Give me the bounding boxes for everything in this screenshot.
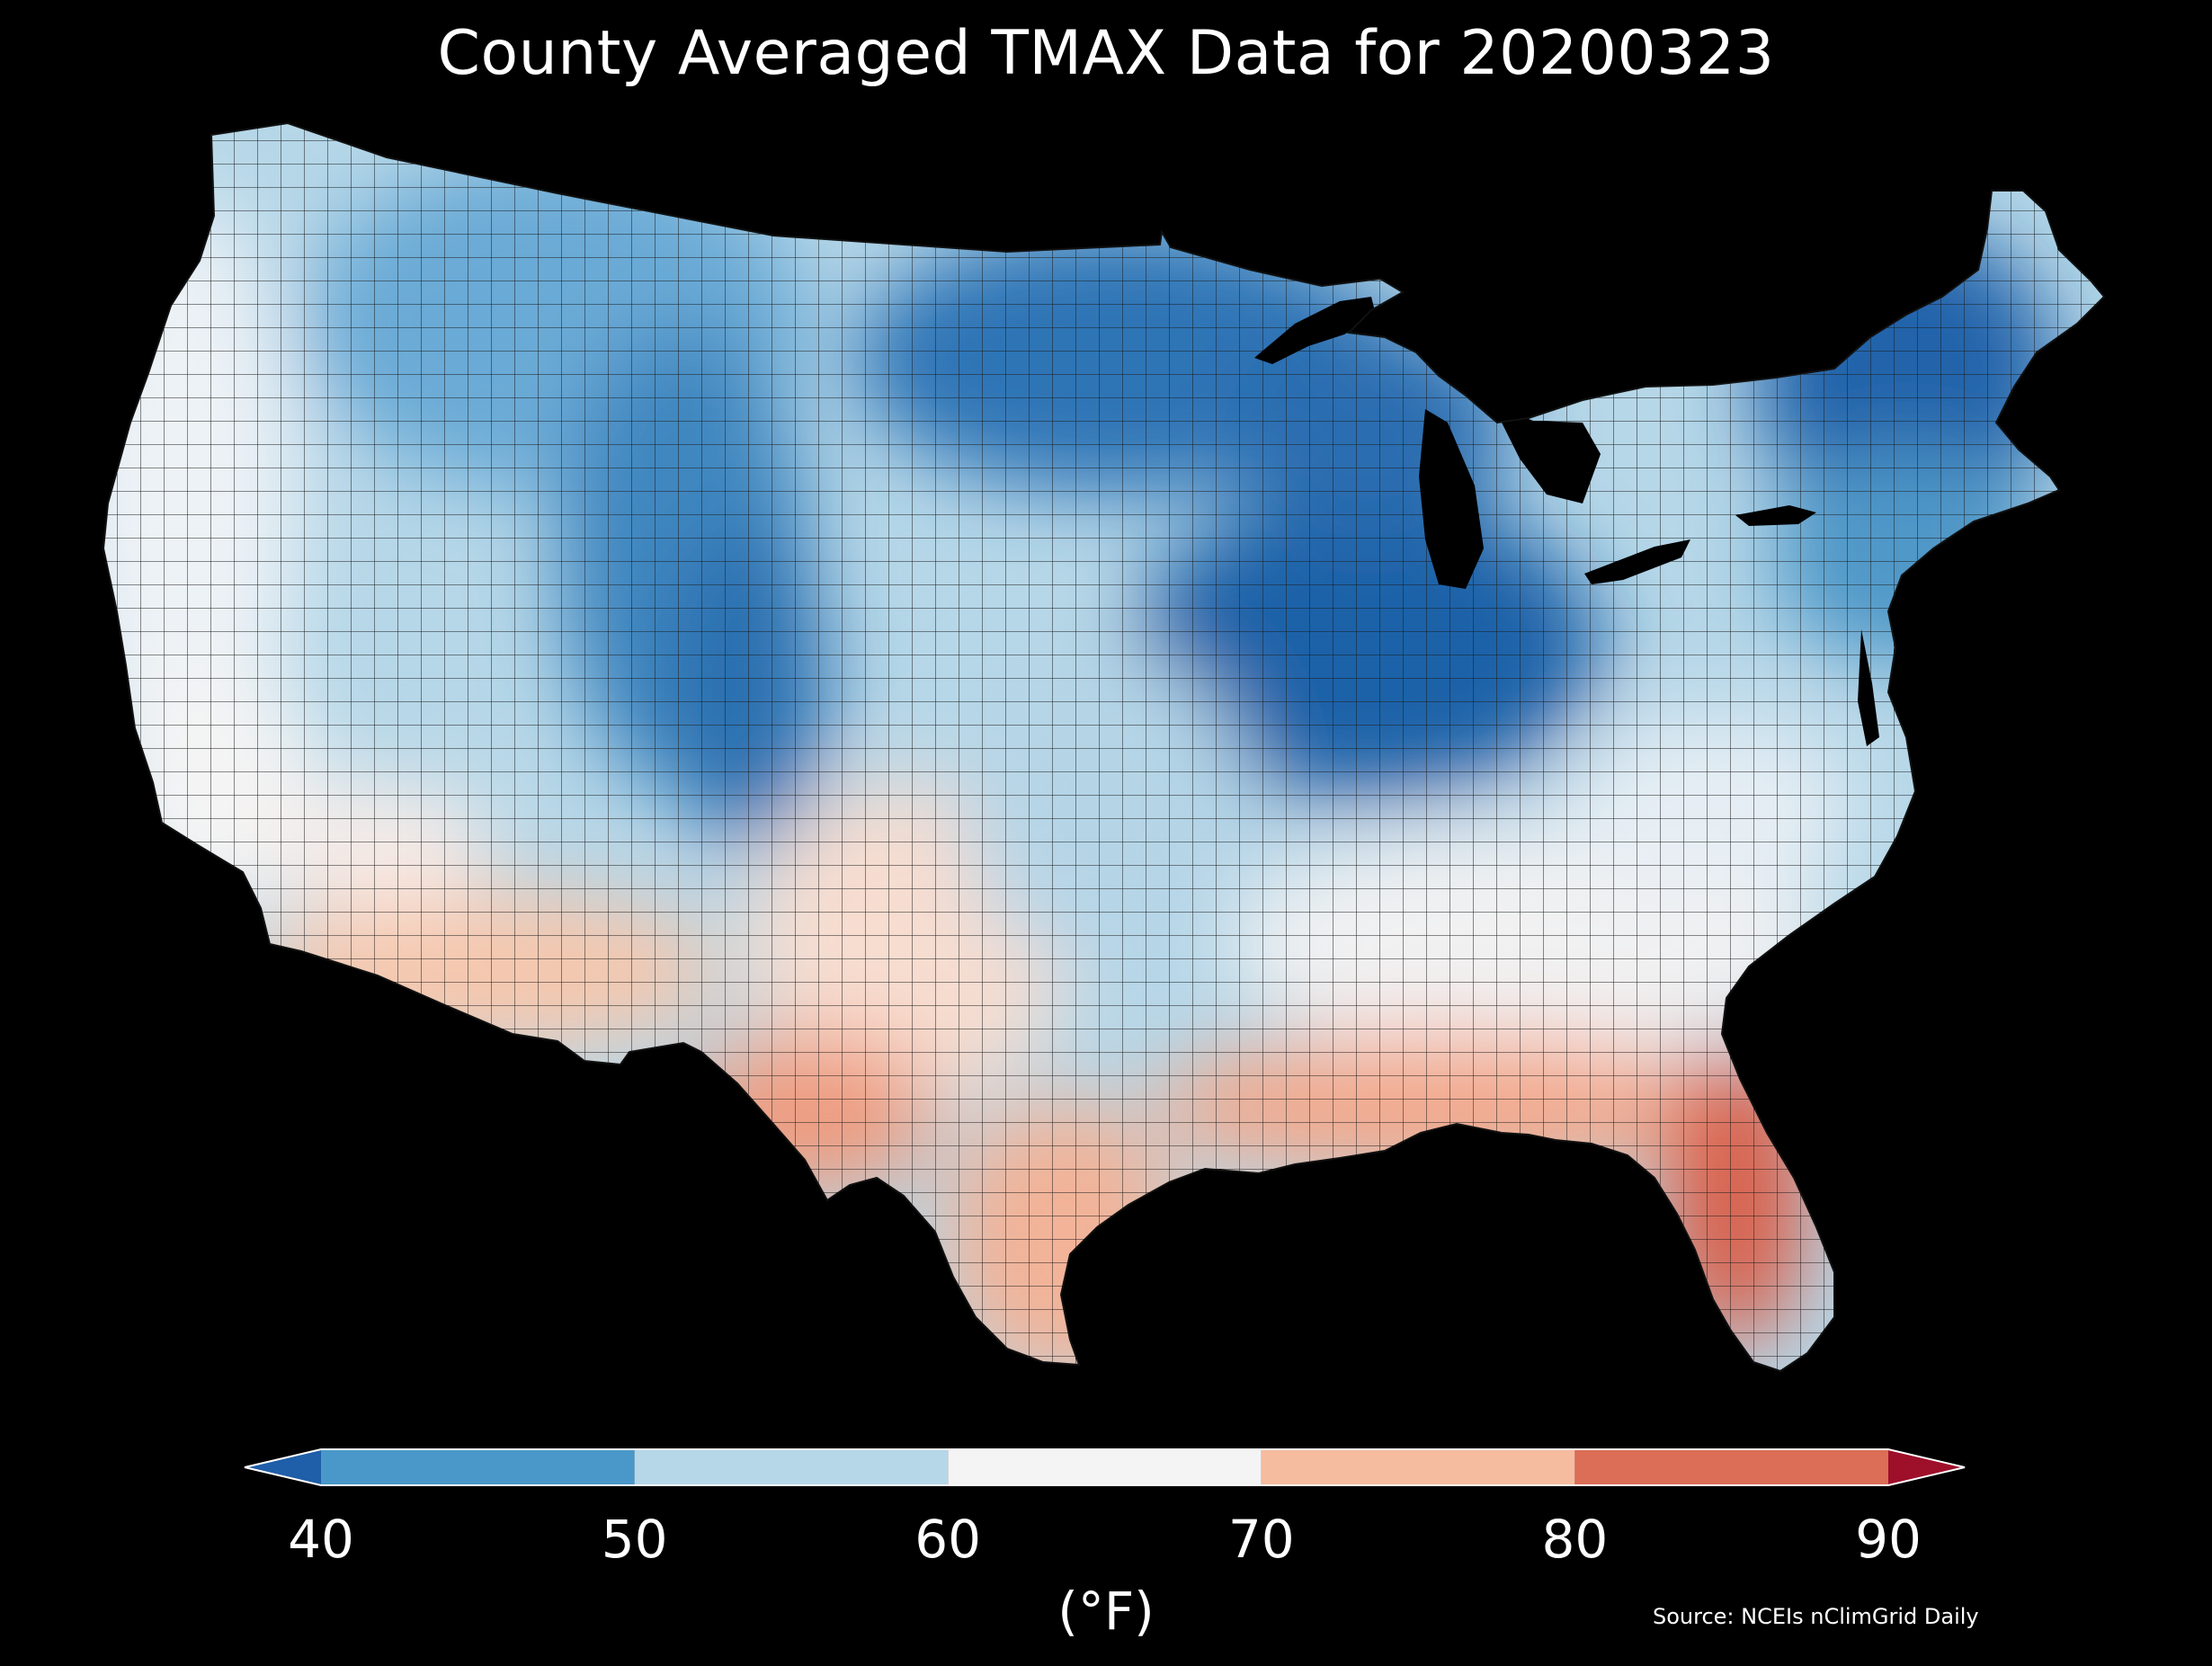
colorbar-bin-60-70: [948, 1449, 1262, 1485]
colorbar-label: (°F): [1057, 1581, 1155, 1642]
colorbar-bin-50-60: [634, 1449, 949, 1485]
colorbar-bin-80-90: [1574, 1449, 1888, 1485]
lake-erie: [1584, 539, 1690, 584]
map-title: County Averaged TMAX Data for 20200323: [437, 18, 1775, 89]
colorbar-bin-40-50: [321, 1449, 635, 1485]
colorbar-extend-high: [1888, 1449, 1965, 1485]
colorbar-tick-label: 60: [914, 1509, 982, 1570]
lake-ontario: [1735, 505, 1816, 526]
colorbar-extend-low: [245, 1449, 321, 1485]
colorbar-tick-label: 80: [1541, 1509, 1609, 1570]
chesapeake-bay: [1858, 629, 1879, 746]
lake-superior: [1254, 297, 1376, 364]
colorbar-tick-label: 50: [601, 1509, 668, 1570]
colorbar-tick-label: 90: [1855, 1509, 1922, 1570]
lake-huron: [1493, 405, 1601, 503]
source-credit: Source: NCEIs nClimGrid Daily: [1653, 1604, 1979, 1629]
colorbar-tick-label: 40: [288, 1509, 354, 1570]
lake-michigan: [1419, 409, 1484, 589]
colorbar-outline: [244, 1448, 1966, 1486]
colorbar-tick-label: 70: [1227, 1509, 1295, 1570]
us-outline: [102, 121, 2106, 1373]
great-lakes: [1254, 297, 1879, 746]
colorbar-bin-70-80: [1261, 1449, 1575, 1485]
